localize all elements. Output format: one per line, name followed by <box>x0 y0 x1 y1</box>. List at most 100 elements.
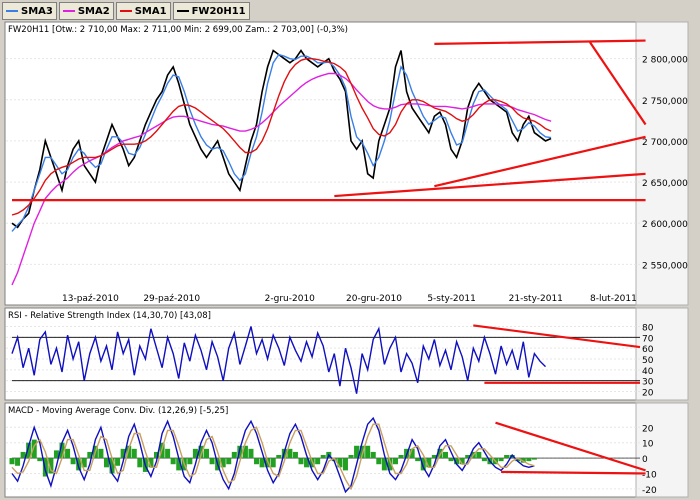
histogram-bar <box>20 451 26 459</box>
histogram-bar <box>465 455 471 459</box>
histogram-bar <box>320 455 326 459</box>
histogram-bar <box>37 458 43 462</box>
histogram-bar <box>115 458 121 466</box>
y-tick-label: 0 <box>642 455 648 465</box>
histogram-bar <box>248 448 254 459</box>
histogram-bar <box>220 458 226 468</box>
legend: SMA3 SMA2 SMA1 FW20H11 <box>2 2 250 20</box>
histogram-bar <box>370 451 376 459</box>
histogram-bar <box>165 448 171 459</box>
y-tick-label: 30 <box>642 378 654 388</box>
histogram-bar <box>315 458 321 465</box>
legend-item-sma2[interactable]: SMA2 <box>58 2 114 20</box>
histogram-bar <box>409 448 415 459</box>
histogram-bar <box>176 458 182 471</box>
y-tick-label: 2 800,000 <box>642 56 688 66</box>
histogram-bar <box>426 458 432 468</box>
histogram-bar <box>109 458 115 474</box>
histogram-bar <box>381 458 387 471</box>
histogram-bar <box>481 458 487 462</box>
trendline <box>501 470 646 475</box>
y-tick-label: 80 <box>642 324 654 334</box>
histogram-bar <box>509 455 515 459</box>
histogram-bar <box>454 458 460 465</box>
y-tick-label: 60 <box>642 345 654 355</box>
y-tick-label: 2 750,000 <box>642 97 688 107</box>
legend-swatch <box>6 10 18 12</box>
histogram-bar <box>170 458 176 465</box>
histogram-bar <box>420 458 426 471</box>
legend-item-sma3[interactable]: SMA3 <box>2 2 57 20</box>
histogram-bar <box>520 458 526 463</box>
histogram-bar <box>415 458 421 462</box>
histogram-bar <box>31 439 37 459</box>
histogram-bar <box>59 442 65 459</box>
y-tick-label: 2 550,000 <box>642 261 688 271</box>
histogram-bar <box>304 458 310 468</box>
y-tick-label: 20 <box>642 389 654 399</box>
legend-item-sma1[interactable]: SMA1 <box>115 2 171 20</box>
histogram-bar <box>476 451 482 459</box>
y-tick-label: 2 700,000 <box>642 138 688 148</box>
histogram-bar <box>76 458 82 471</box>
histogram-bar <box>437 448 443 459</box>
histogram-bar <box>392 458 398 465</box>
histogram-bar <box>459 458 465 465</box>
x-tick-label: 29-paź-2010 <box>143 294 200 304</box>
histogram-bar <box>331 458 337 462</box>
legend-label: SMA1 <box>134 5 167 17</box>
histogram-bar <box>337 458 343 468</box>
histogram-bar <box>342 458 348 471</box>
histogram-bar <box>504 455 510 459</box>
histogram-bar <box>287 448 293 459</box>
histogram-bar <box>526 458 532 462</box>
histogram-bar <box>365 445 371 459</box>
histogram-bar <box>398 455 404 459</box>
trendline <box>434 135 646 188</box>
histogram-bar <box>48 458 54 474</box>
y-tick-label: 50 <box>642 356 654 366</box>
histogram-bar <box>192 448 198 459</box>
histogram-bar <box>498 458 504 462</box>
x-tick-label: 5-sty-2011 <box>427 294 476 304</box>
histogram-bar <box>259 458 265 468</box>
legend-label: SMA2 <box>77 5 110 17</box>
series-line-sma1 <box>11 58 552 216</box>
histogram-bar <box>298 458 304 465</box>
histogram-bar <box>87 451 93 459</box>
x-tick-label: 20-gru-2010 <box>346 294 402 304</box>
x-tick-label: 8-lut-2011 <box>590 294 637 304</box>
histogram-bar <box>270 458 276 468</box>
y-tick-label: 2 650,000 <box>642 179 688 189</box>
trendline <box>589 41 647 126</box>
histogram-bar <box>98 448 104 459</box>
histogram-bar <box>354 445 360 459</box>
panel-title: RSI - Relative Strength Index (14,30,70)… <box>8 311 211 321</box>
x-tick-label: 21-sty-2011 <box>509 294 563 304</box>
histogram-bar <box>531 458 537 460</box>
legend-item-fw20h11[interactable]: FW20H11 <box>172 2 250 20</box>
series-line-rsi <box>11 326 546 394</box>
trendline <box>334 172 646 198</box>
histogram-bar <box>198 445 204 459</box>
trendline <box>434 39 646 45</box>
y-tick-label: 20 <box>642 424 654 434</box>
histogram-bar <box>70 458 76 465</box>
histogram-bar <box>9 458 15 465</box>
legend-swatch <box>62 10 75 12</box>
trendline <box>495 421 646 472</box>
y-tick-label: 2 600,000 <box>642 220 688 230</box>
y-tick-label: 70 <box>642 334 654 344</box>
histogram-bar <box>204 448 210 459</box>
histogram-bar <box>442 451 448 459</box>
histogram-bar <box>120 448 126 459</box>
histogram-bar <box>276 455 282 459</box>
series-line-signal <box>11 423 535 491</box>
histogram-bar <box>431 455 437 459</box>
legend-label: FW20H11 <box>191 5 246 17</box>
series-line-sma3 <box>11 53 552 232</box>
axis-strip <box>635 402 689 498</box>
histogram-bar <box>131 448 137 459</box>
